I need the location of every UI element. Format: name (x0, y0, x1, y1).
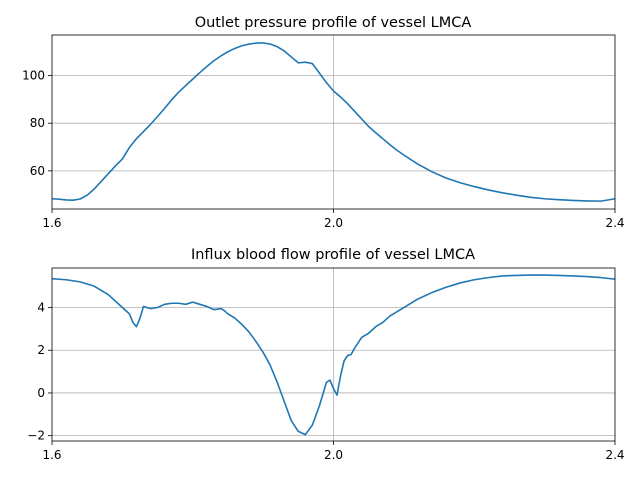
flow-x-tick-label: 2.0 (324, 448, 343, 462)
pressure-y-tick-label: 100 (22, 69, 45, 83)
pressure-series-layer (51, 42, 616, 202)
pressure-x-tick-label: 2.4 (605, 216, 624, 230)
flow-panel: Influx blood flow profile of vessel LMCA… (27, 247, 624, 462)
flow-ticks: −2 0 2 4 1.6 2.0 2.4 (27, 301, 624, 462)
flow-series-layer (51, 274, 616, 436)
flow-y-tick-label: 4 (37, 301, 45, 315)
pressure-chart-title: Outlet pressure profile of vessel LMCA (195, 15, 472, 31)
pressure-ticks: 60 80 100 1.6 2.0 2.4 (22, 69, 624, 230)
flow-y-tick-label: 0 (37, 386, 45, 400)
flow-x-tick-label: 1.6 (42, 448, 61, 462)
pressure-panel: Outlet pressure profile of vessel LMCA 6… (22, 15, 624, 230)
pressure-y-tick-label: 60 (30, 164, 45, 178)
pressure-x-tick-label: 1.6 (42, 216, 61, 230)
flow-x-tick-label: 2.4 (605, 448, 624, 462)
pressure-series-line (51, 42, 616, 202)
pressure-grid (52, 35, 615, 209)
flow-y-tick-label: 2 (37, 343, 45, 357)
flow-series-line (51, 274, 616, 436)
flow-chart-title: Influx blood flow profile of vessel LMCA (191, 247, 475, 263)
pressure-x-tick-label: 2.0 (324, 216, 343, 230)
pressure-y-tick-label: 80 (30, 116, 45, 130)
flow-y-tick-label: −2 (27, 429, 45, 443)
